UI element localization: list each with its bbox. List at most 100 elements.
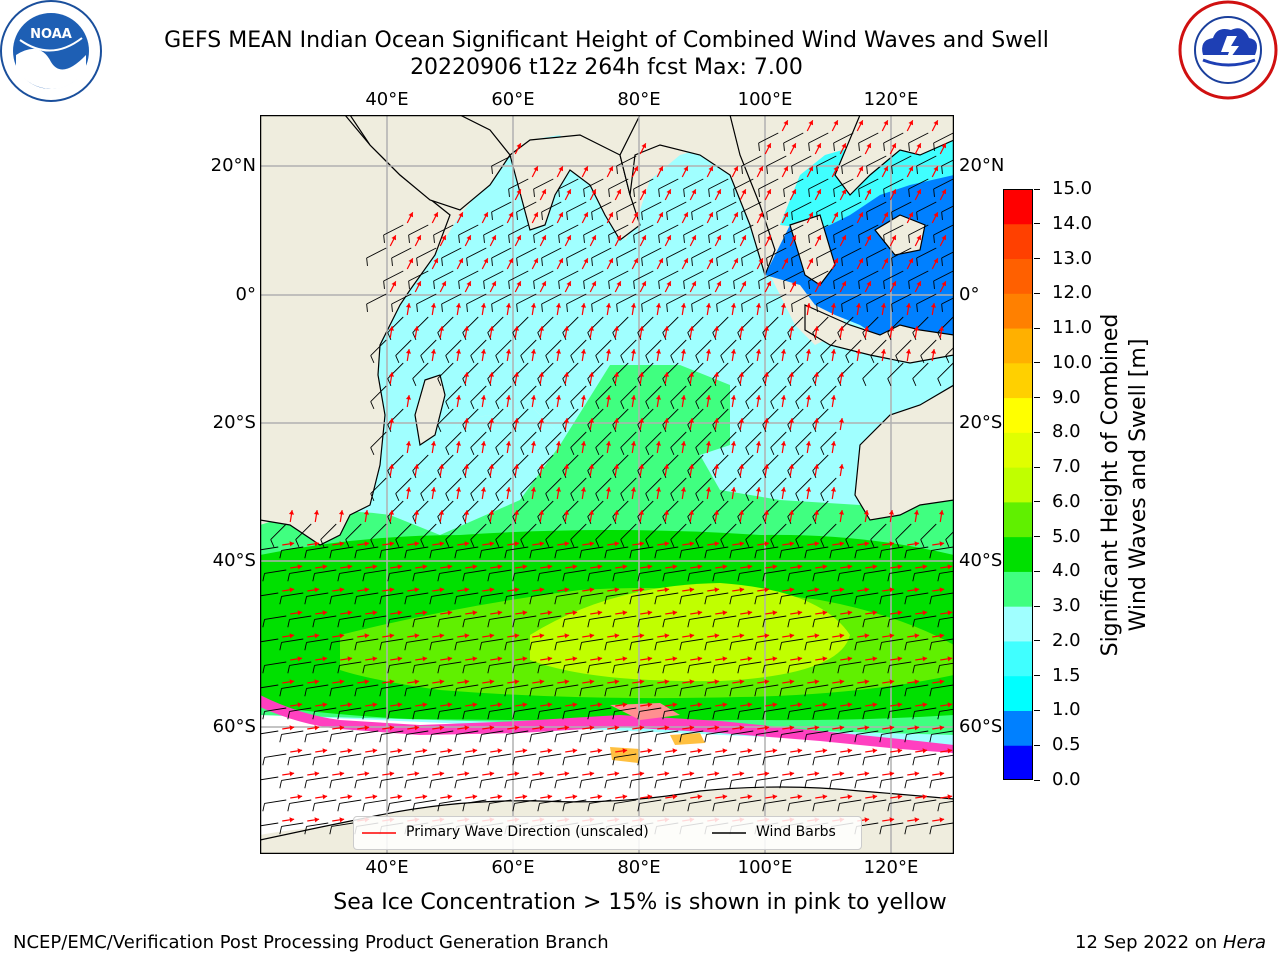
wind-barb — [766, 293, 787, 305]
wind-barb-flag — [908, 188, 910, 197]
wind-barb — [531, 776, 554, 781]
wave-direction-arrowhead — [588, 326, 595, 331]
wind-barb-flag — [583, 280, 585, 289]
wave-direction-arrowhead — [780, 395, 787, 400]
wind-barb — [539, 753, 562, 758]
wind-barb-flag — [604, 780, 607, 789]
wind-barb-flag — [729, 734, 732, 743]
wind-barb-flag — [512, 665, 515, 674]
wind-barb — [356, 638, 379, 643]
wave-direction-arrowhead — [463, 418, 470, 423]
wave-direction-arrowhead — [447, 702, 453, 708]
wind-barb-flag — [679, 734, 682, 743]
wave-direction-arrowhead — [655, 441, 662, 446]
wind-barb-flag — [895, 539, 900, 548]
wind-barb-flag — [745, 539, 750, 548]
wind-barb — [658, 270, 679, 282]
wind-barb-flag — [566, 303, 568, 312]
wind-barb-flag — [262, 757, 265, 766]
wave-direction-arrowhead — [555, 487, 562, 492]
wind-barb — [933, 270, 954, 282]
wave-direction-arrowhead — [466, 235, 472, 241]
wave-direction-arrowhead — [339, 633, 345, 639]
wind-barb-flag — [337, 619, 340, 628]
wind-barb-flag — [345, 539, 350, 548]
wind-barb-flag — [737, 711, 740, 720]
wave-direction-arrowhead — [891, 189, 897, 195]
wind-barb — [495, 431, 512, 448]
wind-barb — [889, 661, 912, 666]
wind-barb-flag — [466, 303, 468, 312]
wind-barb-flag — [687, 573, 690, 582]
wave-direction-arrowhead — [841, 235, 847, 241]
wind-barb — [595, 523, 612, 540]
wind-barb-flag — [620, 493, 625, 502]
wind-barb — [331, 684, 354, 689]
wind-barb-flag — [562, 470, 567, 479]
wave-direction-arrowhead — [555, 303, 562, 308]
wind-barb-flag — [495, 539, 500, 548]
wave-direction-arrowhead — [714, 541, 720, 547]
wave-direction-arrowhead — [622, 748, 628, 754]
wind-barb — [689, 799, 712, 804]
wave-direction-arrowhead — [405, 441, 412, 446]
wind-barb-flag — [887, 573, 890, 582]
wind-barb — [339, 661, 362, 666]
wave-direction-arrowhead — [797, 564, 803, 570]
wind-barb — [639, 615, 662, 620]
wind-barb-flag — [512, 378, 517, 387]
wind-barb-flag — [745, 447, 750, 456]
lat-label-right: 20°S — [959, 412, 1003, 433]
wind-barb — [783, 178, 804, 190]
wind-barb-flag — [454, 596, 457, 605]
wave-direction-arrowhead — [539, 679, 545, 685]
sea-ice-note: Sea Ice Concentration > 15% is shown in … — [333, 890, 947, 915]
wind-barb — [381, 684, 404, 689]
wind-barb — [664, 707, 687, 712]
wind-barb-flag — [437, 378, 442, 387]
wind-barb — [489, 707, 512, 712]
wind-barb — [441, 247, 462, 259]
wave-direction-arrowhead — [772, 656, 778, 662]
wave-direction-arrowhead — [922, 610, 928, 616]
wind-barb-flag — [679, 596, 682, 605]
wave-direction-arrowhead — [780, 349, 787, 354]
wind-barb-flag — [312, 803, 315, 812]
wind-barb-flag — [445, 539, 450, 548]
wind-barb-flag — [791, 257, 793, 266]
lon-label-bottom: 60°E — [491, 857, 535, 878]
wave-direction-arrowhead — [505, 441, 512, 446]
wind-barb-flag — [579, 688, 582, 697]
wave-direction-arrowhead — [488, 418, 495, 423]
wind-barb-flag — [512, 424, 517, 433]
wind-barb-flag — [862, 665, 865, 674]
wind-barb — [495, 523, 512, 540]
wind-barb-flag — [604, 688, 607, 697]
wind-barb-flag — [562, 665, 565, 674]
wave-direction-arrowhead — [733, 212, 739, 218]
wind-barb-flag — [837, 619, 840, 628]
wave-direction-arrowhead — [322, 656, 328, 662]
wave-direction-arrowhead — [589, 679, 595, 685]
wind-barb-flag — [595, 355, 600, 364]
wind-barb — [306, 776, 329, 781]
wind-barb — [414, 753, 437, 758]
wind-barb-flag — [754, 688, 757, 697]
map-panel: Primary Wave Direction (unscaled) Wind B… — [259, 114, 955, 855]
wave-direction-arrowhead — [739, 679, 745, 685]
lat-label-right: 0° — [959, 284, 980, 305]
wave-direction-arrowhead — [930, 349, 937, 354]
wind-barb — [395, 523, 412, 540]
wind-barb — [306, 592, 329, 597]
wind-barb — [933, 132, 954, 144]
wind-barb-flag — [766, 211, 768, 220]
wind-barb — [441, 293, 462, 305]
wave-direction-arrowhead — [564, 633, 570, 639]
wave-direction-arrowhead — [597, 748, 603, 754]
wind-barb — [306, 730, 329, 735]
wave-direction-arrowhead — [847, 748, 853, 754]
wave-direction-arrowhead — [439, 725, 445, 731]
wind-barb-flag — [516, 303, 518, 312]
wind-barb-flag — [645, 493, 650, 502]
wave-direction-arrowhead — [583, 212, 589, 218]
